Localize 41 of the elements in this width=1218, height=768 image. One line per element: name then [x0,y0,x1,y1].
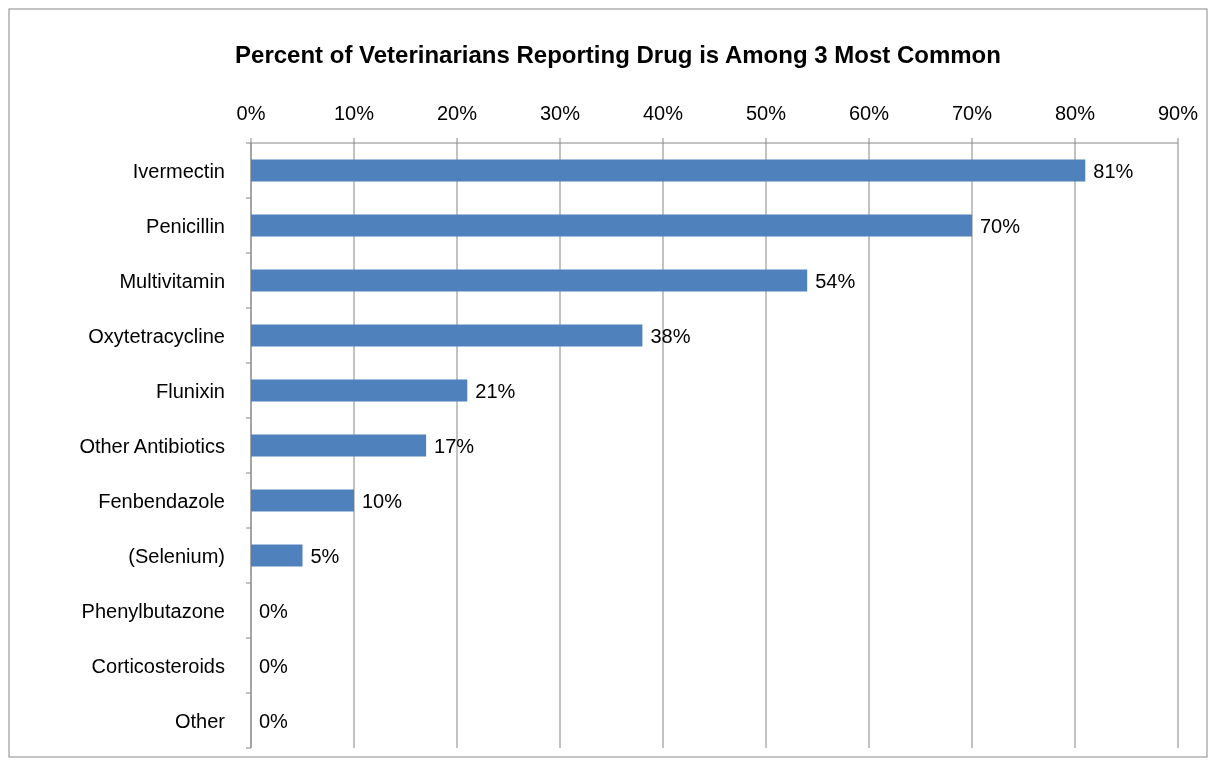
y-tick-label: Corticosteroids [91,654,225,677]
y-tick-label: Oxytetracycline [88,324,225,347]
x-tick-label: 50% [745,102,787,124]
bar [251,544,303,567]
data-label: 17% [434,434,475,457]
data-label: 21% [475,379,516,402]
data-label: 54% [815,269,856,292]
bar [251,269,808,292]
bar [251,159,1086,182]
y-tick-label: Other Antibiotics [79,434,225,457]
y-tick-label: Phenylbutazone [81,599,225,622]
x-tick-label: 60% [848,102,890,124]
chart-title: Percent of Veterinarians Reporting Drug is Among 3 Most Common [235,41,1001,68]
x-tick-label: 20% [436,102,478,124]
data-label: 10% [362,489,403,512]
bar [251,379,468,402]
x-tick-label: 10% [333,102,375,124]
y-tick-label: Penicillin [146,214,225,237]
x-tick-label: 0% [236,102,266,124]
bar [251,434,427,457]
bar [251,324,643,347]
y-tick-label: Fenbendazole [98,489,225,512]
x-tick-label: 40% [642,102,684,124]
y-tick-label: (Selenium) [128,544,225,567]
y-tick-label: Multivitamin [119,269,225,292]
y-tick-label: Ivermectin [132,159,225,182]
data-label: 0% [259,709,289,732]
y-tick-label: Other [174,709,226,732]
data-label: 5% [310,544,340,567]
x-tick-label: 70% [951,102,993,124]
x-tick-label: 80% [1054,102,1096,124]
data-label: 70% [980,214,1021,237]
y-tick-label: Flunixin [156,379,225,402]
data-label: 81% [1093,159,1134,182]
bar [251,214,972,237]
x-tick-label: 90% [1157,102,1199,124]
data-label: 0% [259,599,289,622]
data-label: 38% [650,324,691,347]
x-tick-label: 30% [539,102,581,124]
data-label: 0% [259,654,289,677]
bar [251,489,354,512]
